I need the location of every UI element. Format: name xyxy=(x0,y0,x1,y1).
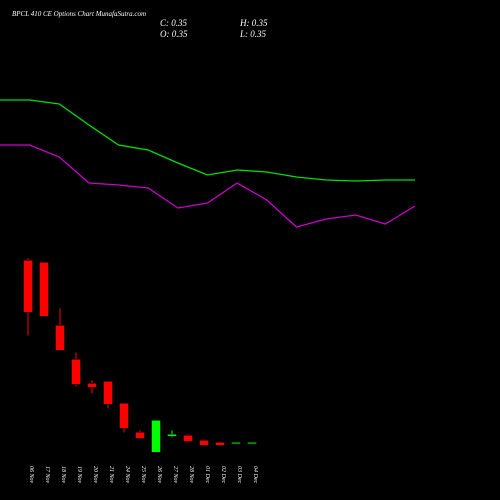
candle-body xyxy=(87,383,97,388)
candle-body xyxy=(119,403,129,429)
candle-body xyxy=(103,381,113,405)
candle-body xyxy=(215,442,225,446)
candle-body xyxy=(55,325,65,351)
ohlc-open: O: 0.35 xyxy=(160,29,188,39)
x-tick-label: 18 Nov xyxy=(60,466,66,484)
ohlc-close: C: 0.35 xyxy=(160,18,188,28)
x-tick-label: 26 Nov xyxy=(156,466,162,484)
x-tick-label: 20 Nov xyxy=(92,466,98,484)
chart-title: BPCL 410 CE Options Chart MunafaSutra.co… xyxy=(12,10,146,18)
candle-body xyxy=(231,442,241,445)
candle-body xyxy=(71,359,81,385)
x-tick-label: 21 Nov xyxy=(108,466,114,484)
x-tick-label: 02 Dec xyxy=(220,466,226,483)
x-tick-label: 17 Nov xyxy=(44,466,50,484)
x-tick-label: 25 Nov xyxy=(140,466,146,484)
candle-body xyxy=(183,435,193,442)
indicator-line xyxy=(0,99,415,182)
ohlc-low: L: 0.35 xyxy=(239,29,267,39)
x-tick-label: 19 Nov xyxy=(76,466,82,484)
candle-body xyxy=(167,434,177,437)
x-tick-label: 06 Nov xyxy=(28,466,34,484)
x-tick-label: 03 Dec xyxy=(236,466,242,483)
x-tick-label: 01 Dec xyxy=(204,466,210,483)
candle-body xyxy=(39,262,49,317)
candle-body xyxy=(199,440,209,446)
ohlc-high: H: 0.35 xyxy=(239,18,268,28)
candle-body xyxy=(151,420,161,453)
x-tick-label: 04 Dec xyxy=(252,466,259,483)
indicator-line xyxy=(0,144,416,228)
candle-body xyxy=(135,432,145,439)
x-tick-label: 28 Nov xyxy=(188,466,194,484)
candle-body xyxy=(23,260,33,313)
x-tick-label: 27 Nov xyxy=(172,466,178,484)
x-tick-label: 24 Nov xyxy=(124,466,131,484)
candle-body xyxy=(247,442,257,445)
